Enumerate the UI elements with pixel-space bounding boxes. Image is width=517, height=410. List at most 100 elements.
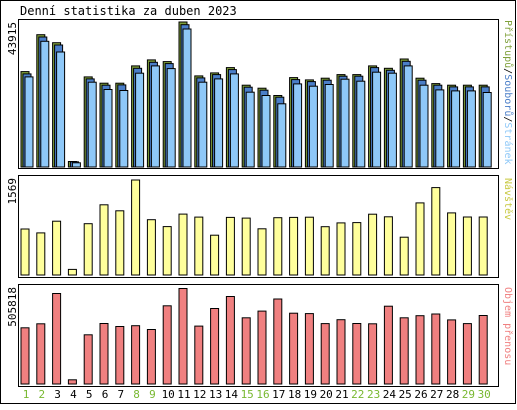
bar-objem: [289, 312, 299, 385]
bar-objem: [304, 313, 314, 385]
bar-navstev: [162, 226, 172, 276]
day-label: 10: [162, 388, 175, 401]
bar-navstev: [210, 234, 220, 276]
bar-navstev: [36, 232, 46, 276]
bar-objem: [210, 308, 220, 385]
bar-stranek: [308, 85, 318, 168]
bar-stranek: [103, 89, 113, 168]
bar-navstev: [225, 216, 235, 276]
bar-objem: [320, 323, 330, 385]
day-label: 29: [462, 388, 475, 401]
bar-objem: [194, 325, 204, 385]
bar-stranek: [451, 90, 461, 168]
bar-stranek: [214, 78, 224, 168]
bar-navstev: [352, 222, 362, 276]
bar-stranek: [482, 92, 492, 168]
day-label: 20: [320, 388, 333, 401]
day-label: 16: [256, 388, 269, 401]
transfer-panel-frame: [18, 284, 499, 387]
bar-navstev: [383, 216, 393, 276]
bar-objem: [178, 288, 188, 385]
day-label: 17: [272, 388, 285, 401]
bar-stranek: [403, 65, 413, 168]
bar-navstev: [399, 236, 409, 276]
bar-navstev: [67, 268, 77, 276]
bar-objem: [241, 317, 251, 385]
bar-stranek: [356, 80, 366, 168]
bar-navstev: [462, 216, 472, 276]
bar-navstev: [257, 228, 267, 276]
bar-objem: [368, 323, 378, 385]
legend-souboru: Souborů: [502, 74, 514, 116]
bar-navstev: [415, 202, 425, 276]
bar-navstev: [478, 216, 488, 276]
bar-objem: [131, 325, 141, 385]
bar-objem: [146, 329, 156, 385]
day-label: 6: [102, 388, 109, 401]
bar-stranek: [435, 89, 445, 168]
bar-stranek: [71, 162, 81, 168]
bar-objem: [225, 296, 235, 385]
hits-panel-frame: [18, 19, 499, 169]
bar-stranek: [87, 81, 97, 168]
transfer-ymax-label: 505818: [6, 287, 19, 327]
bar-objem: [431, 313, 441, 385]
bar-objem: [20, 327, 30, 385]
bars-layer: [20, 21, 492, 385]
bar-stranek: [293, 83, 303, 168]
bar-navstev: [52, 220, 62, 276]
bar-stranek: [261, 95, 271, 168]
bar-stranek: [466, 90, 476, 168]
bar-stranek: [245, 91, 255, 168]
day-label: 11: [177, 388, 190, 401]
day-label: 14: [225, 388, 239, 401]
bar-objem: [478, 315, 488, 385]
bar-stranek: [119, 90, 129, 168]
bar-objem: [399, 317, 409, 385]
bar-navstev: [146, 219, 156, 276]
bar-stranek: [56, 51, 66, 168]
day-label: 8: [133, 388, 140, 401]
bar-stranek: [166, 68, 176, 168]
bar-objem: [162, 305, 172, 385]
bar-stranek: [419, 84, 429, 168]
day-label: 23: [367, 388, 380, 401]
bar-objem: [352, 323, 362, 385]
bar-stranek: [40, 40, 50, 168]
day-label: 2: [38, 388, 45, 401]
bar-navstev: [304, 216, 314, 276]
bar-navstev: [241, 217, 251, 276]
day-label: 7: [117, 388, 124, 401]
visits-ymax-label: 1569: [6, 178, 19, 205]
bar-stranek: [277, 103, 287, 168]
day-label: 25: [399, 388, 412, 401]
day-label: 15: [241, 388, 254, 401]
bar-objem: [462, 323, 472, 385]
legend-stranek: Stránek: [502, 122, 514, 164]
bar-stranek: [324, 84, 334, 168]
bar-objem: [273, 298, 283, 385]
bar-stranek: [198, 81, 208, 168]
bar-objem: [83, 334, 93, 385]
bar-objem: [99, 323, 109, 385]
bar-stranek: [340, 78, 350, 168]
bar-navstev: [178, 213, 188, 276]
hits-legend: Přístupů/Souborů/Stránek: [502, 20, 514, 165]
bar-stranek: [150, 65, 160, 168]
bar-navstev: [431, 187, 441, 276]
day-label: 22: [351, 388, 364, 401]
day-label: 18: [288, 388, 301, 401]
day-label: 19: [304, 388, 317, 401]
bar-stranek: [135, 72, 145, 168]
hits-ymax-label: 43915: [6, 22, 19, 55]
bar-objem: [52, 293, 62, 385]
day-label: 27: [430, 388, 443, 401]
chart-title: Denní statistika za duben 2023: [20, 4, 237, 18]
bar-objem: [415, 315, 425, 385]
day-labels: 1 2 3 4 5 6 7 8 9 10 11 12 13 14 15 16 17 18 19 20 21 22 23 24 2…: [23, 388, 491, 401]
day-label: 26: [414, 388, 427, 401]
bar-objem: [36, 323, 46, 385]
bar-navstev: [115, 210, 125, 276]
